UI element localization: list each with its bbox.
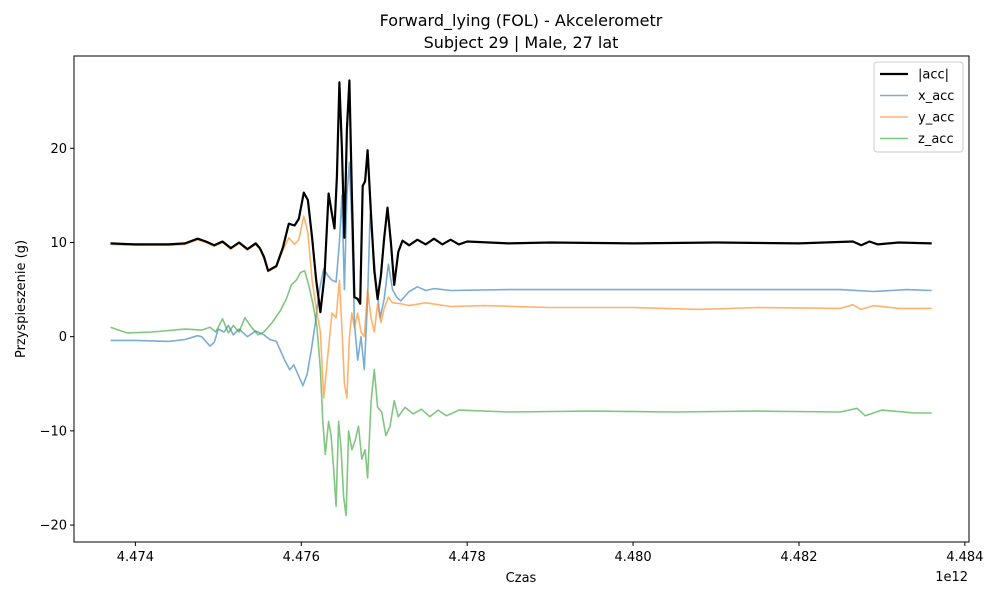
legend-label: x_acc [918,89,954,104]
series-line-z_acc [110,269,932,517]
chart-title: Forward_lying (FOL) - Akcelerometr [380,11,663,31]
x-axis: 4.474 4.476 4.478 4.480 4.482 4.484 [117,542,983,565]
legend-label: y_acc [918,111,954,126]
x-tick-label: 4.484 [946,550,983,565]
legend-label: |acc| [918,68,949,83]
x-tick-label: 4.478 [449,550,486,565]
x-tick-label: 4.482 [780,550,817,565]
x-axis-label: Czas [506,571,537,586]
y-tick-label: 20 [50,142,67,157]
plot-area [110,79,932,517]
chart-subtitle: Subject 29 | Male, 27 lat [424,33,619,52]
legend-box [873,61,964,153]
x-tick-label: 4.476 [283,550,320,565]
plot-frame [73,55,970,543]
legend-label: z_acc [918,132,954,147]
y-tick-label: −10 [40,424,67,439]
y-tick-label: 10 [50,236,67,251]
y-axis-label: Przyspieszenie (g) [14,240,29,358]
x-offset-label: 1e12 [935,570,968,585]
y-tick-label: −20 [40,519,67,534]
y-tick-label: 0 [59,330,67,345]
x-tick-label: 4.480 [614,550,651,565]
x-tick-label: 4.474 [117,550,154,565]
y-axis: −20 −10 0 10 20 [40,142,74,534]
series-line-x_acc [110,161,932,387]
legend: |acc| x_acc y_acc z_acc [873,61,964,153]
series-line-acc [110,79,932,314]
